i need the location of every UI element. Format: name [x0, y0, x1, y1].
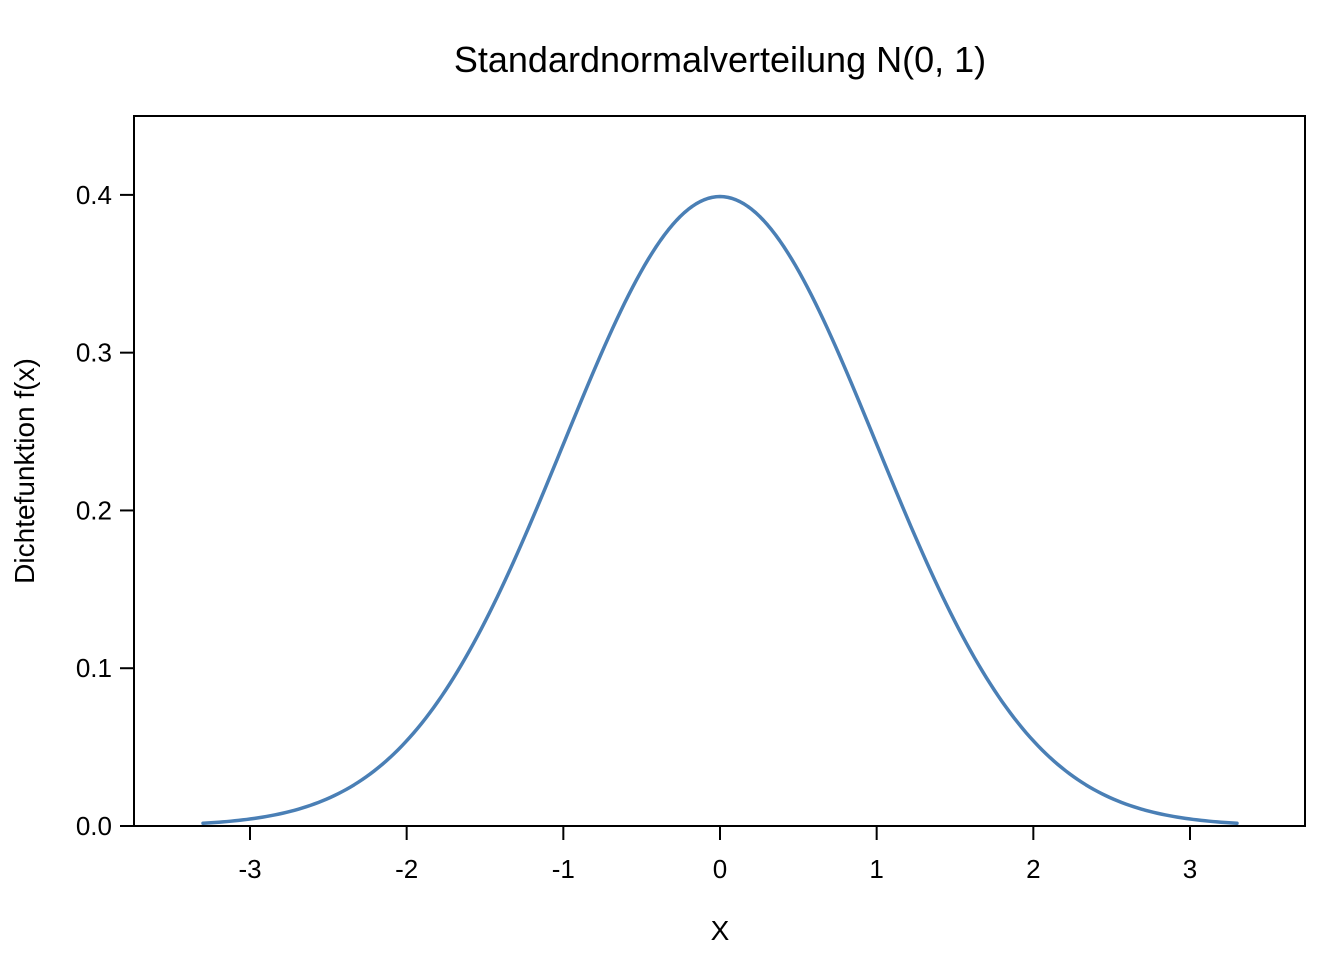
x-tick-label: 2	[1026, 854, 1040, 884]
y-tick-label: 0.3	[76, 338, 112, 368]
y-tick-label: 0.2	[76, 495, 112, 525]
y-tick-label: 0.4	[76, 180, 112, 210]
chart-title: Standardnormalverteilung N(0, 1)	[454, 39, 986, 80]
x-tick-label: -1	[552, 854, 575, 884]
x-axis: -3 -2 -1 0 1 2 3	[238, 826, 1197, 884]
x-tick-label: 0	[713, 854, 727, 884]
x-tick-label: 3	[1183, 854, 1197, 884]
plot-frame	[133, 115, 1306, 827]
y-tick-label: 0.0	[76, 811, 112, 841]
x-tick-label: -2	[395, 854, 418, 884]
x-tick-label: -3	[238, 854, 261, 884]
y-axis-label: Dichtefunktion f(x)	[9, 358, 40, 584]
density-curve	[201, 194, 1239, 826]
y-axis: 0.0 0.1 0.2 0.3 0.4	[76, 180, 134, 841]
y-tick-label: 0.1	[76, 653, 112, 683]
x-tick-label: 1	[869, 854, 883, 884]
x-axis-label: X	[711, 915, 730, 946]
